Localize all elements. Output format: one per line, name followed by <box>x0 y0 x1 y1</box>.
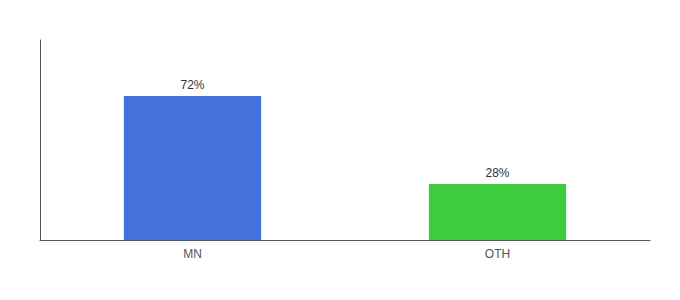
svg-text:28%: 28% <box>485 166 509 180</box>
svg-text:72%: 72% <box>180 78 204 92</box>
svg-text:OTH: OTH <box>485 247 510 261</box>
svg-text:MN: MN <box>183 247 202 261</box>
